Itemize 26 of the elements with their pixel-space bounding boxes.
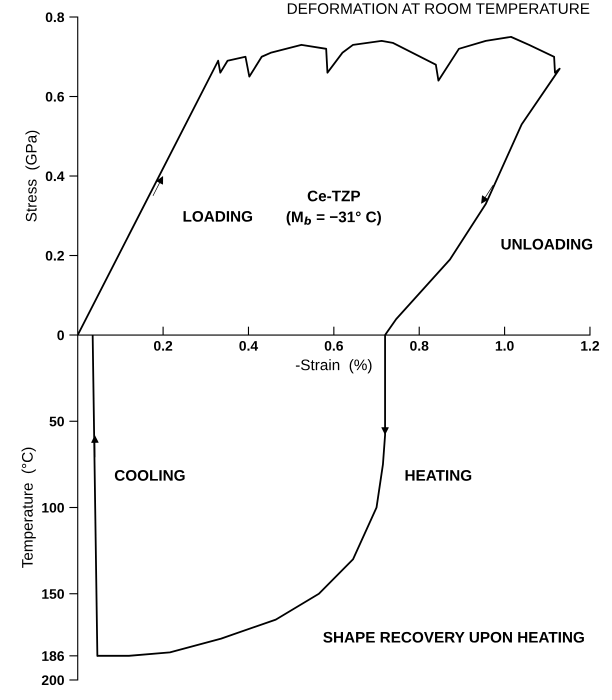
- annotation: HEATING: [406, 470, 472, 481]
- x-axis-title: -Strain (%): [296, 359, 372, 374]
- x-tick-label: 0.8: [410, 340, 428, 351]
- annotation: Ce-TZP (M$_{b}$ = −31° C): [286, 190, 381, 226]
- x-tick-label: 0.4: [239, 340, 258, 351]
- y-tick-label: 200: [42, 675, 64, 686]
- y-axis-title: Stress (GPa): [25, 130, 40, 222]
- y-tick-label: 0: [57, 330, 64, 340]
- x-tick-label: 1.2: [581, 340, 600, 351]
- y-tick-label: 186: [42, 651, 64, 661]
- chart-title: DEFORMATION AT ROOM TEMPERATURE: [288, 3, 590, 14]
- annotation: COOLING: [114, 470, 185, 481]
- annotation: LOADING: [184, 210, 252, 222]
- y-tick-label: 0.8: [46, 12, 64, 22]
- y-tick-label: 0.4: [46, 171, 64, 182]
- x-tick-label: 1.0: [496, 340, 514, 351]
- x-tick-label: 0.6: [324, 340, 343, 351]
- annotation: SHAPE RECOVERY UPON HEATING: [323, 632, 584, 643]
- y-axis-title: Temperature (°C): [22, 448, 36, 568]
- y-tick-label: 150: [42, 589, 64, 599]
- x-tick-label: 0.2: [154, 340, 172, 351]
- y-tick-label: 50: [50, 416, 64, 426]
- y-tick-label: 0.6: [46, 92, 64, 102]
- y-tick-label: 100: [42, 502, 64, 513]
- y-tick-label: 0.2: [46, 250, 64, 261]
- annotation: UNLOADING: [501, 238, 592, 250]
